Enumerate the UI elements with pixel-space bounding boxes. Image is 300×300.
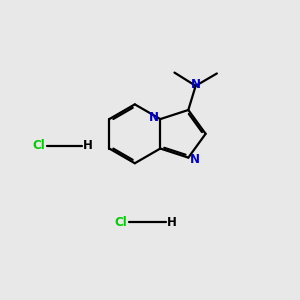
Text: H: H (167, 216, 176, 229)
Text: Cl: Cl (32, 139, 45, 152)
Text: N: N (149, 111, 159, 124)
Text: N: N (191, 78, 201, 91)
Text: Cl: Cl (115, 216, 128, 229)
Text: H: H (82, 139, 92, 152)
Text: N: N (190, 153, 200, 166)
